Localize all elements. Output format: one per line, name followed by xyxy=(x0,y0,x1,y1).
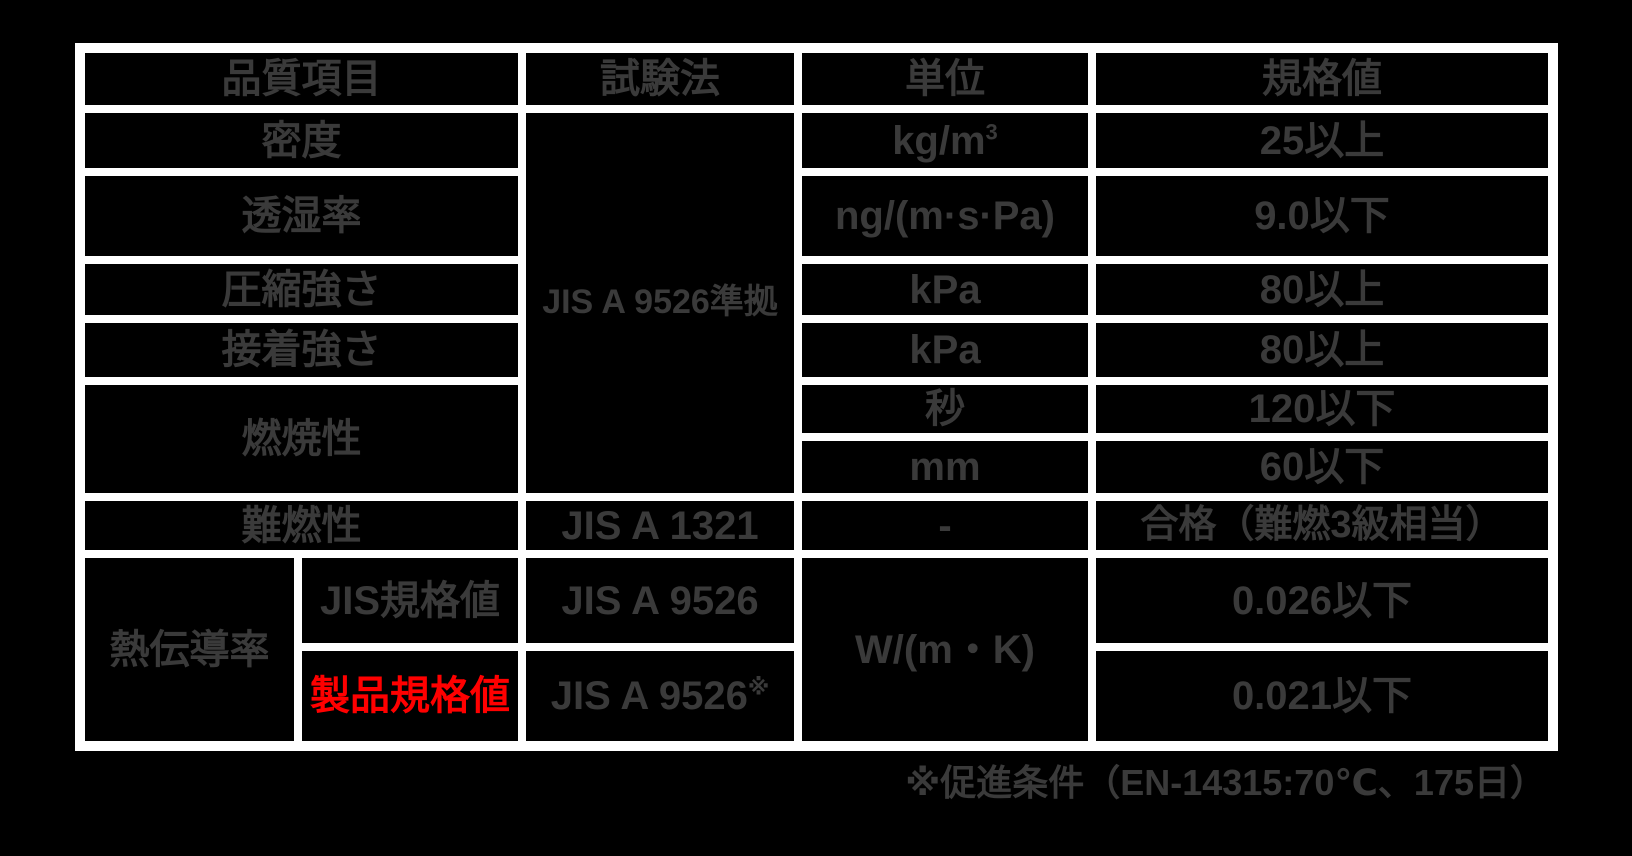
header-spec-value: 規格値 xyxy=(1096,53,1548,105)
thermal-product-test-method-superscript: ※ xyxy=(747,674,770,700)
thermal-jis-label: JIS規格値 xyxy=(302,558,518,643)
row-moisture-permeability: 透湿率 ng/(m·s·Pa) 9.0以下 xyxy=(85,176,1548,256)
adhesive-unit: kPa xyxy=(802,323,1088,377)
combustibility-label: 燃焼性 xyxy=(85,385,518,493)
combustibility-value-seconds: 120以下 xyxy=(1096,385,1548,433)
row-thermal-jis: 熱伝導率 JIS規格値 JIS A 9526 W/(m・K) 0.026以下 xyxy=(85,558,1548,741)
flame-retardancy-label: 難燃性 xyxy=(85,501,518,550)
row-density: 密度 JIS A 9526準拠 kg/m3 25以上 xyxy=(85,113,1548,493)
moisture-label: 透湿率 xyxy=(85,176,518,256)
row-flame-retardancy: 難燃性 JIS A 1321 - 合格（難燃3級相当） xyxy=(85,501,1548,550)
compressive-value: 80以上 xyxy=(1096,264,1548,315)
row-combustibility-seconds: 燃焼性 秒 120以下 xyxy=(85,385,1548,493)
combustibility-unit-seconds: 秒 xyxy=(802,385,1088,433)
thermal-conductivity-label: 熱伝導率 xyxy=(85,558,294,741)
thermal-product-test-method-base: JIS A 9526 xyxy=(550,674,748,718)
density-unit-base: kg/m xyxy=(892,118,986,163)
header-row: 品質項目 試験法 単位 規格値 xyxy=(85,53,1548,105)
quality-spec-table: 品質項目 試験法 単位 規格値 密度 JIS A 9526準拠 kg/m3 25… xyxy=(77,45,1556,749)
row-combustibility-mm: mm 60以下 xyxy=(85,441,1548,493)
footnote: ※促進条件（EN-14315:70℃、175日） xyxy=(905,762,1546,803)
thermal-product-test-method: JIS A 9526※ xyxy=(526,651,794,741)
shared-test-method-cell: JIS A 9526準拠 xyxy=(526,113,794,493)
header-unit: 単位 xyxy=(802,53,1088,105)
adhesive-value: 80以上 xyxy=(1096,323,1548,377)
compressive-unit: kPa xyxy=(802,264,1088,315)
row-compressive-strength: 圧縮強さ kPa 80以上 xyxy=(85,264,1548,315)
thermal-jis-value: 0.026以下 xyxy=(1096,558,1548,643)
flame-retardancy-test-method: JIS A 1321 xyxy=(526,501,794,550)
row-thermal-product: 製品規格値 JIS A 9526※ 0.021以下 xyxy=(85,651,1548,741)
thermal-jis-test-method: JIS A 9526 xyxy=(526,558,794,643)
moisture-value: 9.0以下 xyxy=(1096,176,1548,256)
moisture-unit: ng/(m·s·Pa) xyxy=(802,176,1088,256)
compressive-label: 圧縮強さ xyxy=(85,264,518,315)
combustibility-unit-mm: mm xyxy=(802,441,1088,493)
density-value: 25以上 xyxy=(1096,113,1548,168)
header-quality-item: 品質項目 xyxy=(85,53,518,105)
flame-retardancy-unit: - xyxy=(802,501,1088,550)
row-adhesive-strength: 接着強さ kPa 80以上 xyxy=(85,323,1548,377)
flame-retardancy-value: 合格（難燃3級相当） xyxy=(1096,501,1548,550)
density-unit: kg/m3 xyxy=(802,113,1088,168)
adhesive-label: 接着強さ xyxy=(85,323,518,377)
thermal-product-label: 製品規格値 xyxy=(302,651,518,741)
thermal-product-value: 0.021以下 xyxy=(1096,651,1548,741)
thermal-unit: W/(m・K) xyxy=(802,558,1088,741)
combustibility-value-mm: 60以下 xyxy=(1096,441,1548,493)
spec-table: 品質項目 試験法 単位 規格値 密度 JIS A 9526準拠 kg/m3 25… xyxy=(75,43,1558,751)
density-unit-superscript: 3 xyxy=(985,119,998,145)
header-test-method: 試験法 xyxy=(526,53,794,105)
density-label: 密度 xyxy=(85,113,518,168)
